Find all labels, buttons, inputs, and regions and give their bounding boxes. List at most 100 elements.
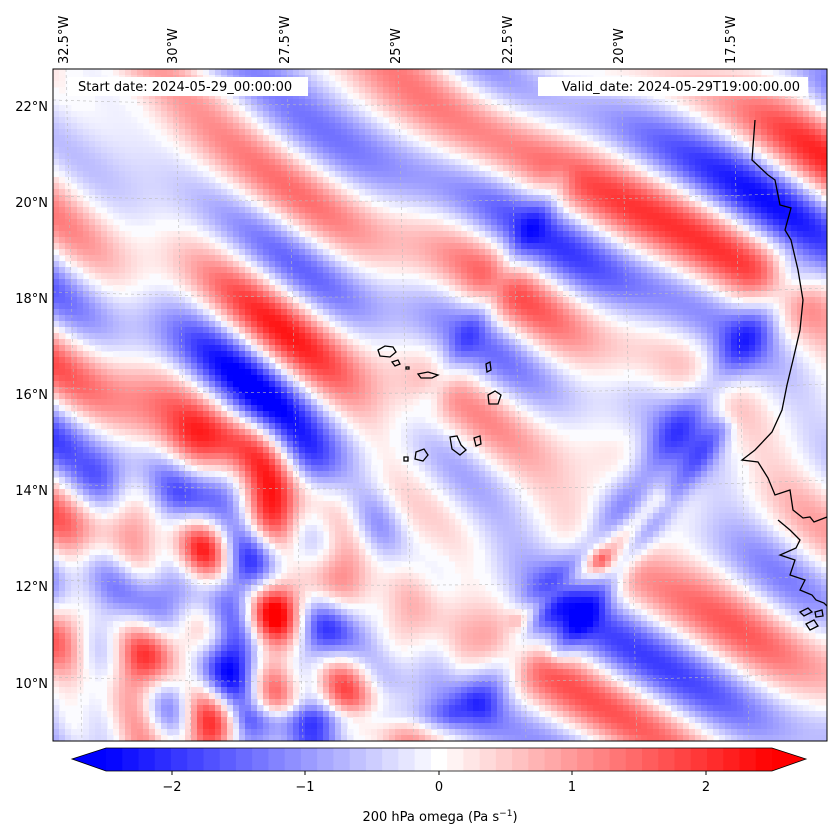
omega-cell <box>311 261 318 268</box>
omega-cell <box>341 279 348 286</box>
omega-cell <box>197 195 204 202</box>
omega-cell <box>473 213 480 220</box>
omega-cell <box>359 237 366 244</box>
omega-cell <box>461 285 468 292</box>
omega-cell <box>227 285 234 292</box>
omega-cell <box>437 135 444 142</box>
omega-cell <box>71 195 78 202</box>
omega-cell <box>413 141 420 148</box>
omega-cell <box>299 261 306 268</box>
omega-cell <box>359 303 366 310</box>
omega-cell <box>467 303 474 310</box>
omega-cell <box>605 171 612 178</box>
omega-cell <box>83 279 90 286</box>
omega-cell <box>83 111 90 118</box>
omega-cell <box>677 123 684 130</box>
omega-cell <box>587 189 594 196</box>
omega-cell <box>113 273 120 280</box>
omega-cell <box>521 105 528 112</box>
omega-cell <box>77 201 84 208</box>
omega-cell <box>797 111 804 118</box>
omega-cell <box>479 99 486 106</box>
omega-cell <box>533 93 540 100</box>
omega-cell <box>353 93 360 100</box>
omega-cell <box>305 123 312 130</box>
omega-cell <box>299 207 306 214</box>
omega-field <box>53 69 827 741</box>
omega-cell <box>293 171 300 178</box>
omega-cell <box>185 297 192 304</box>
omega-cell <box>275 291 282 298</box>
omega-cell <box>239 213 246 220</box>
omega-cell <box>329 93 336 100</box>
omega-cell <box>641 129 648 136</box>
omega-cell <box>263 153 270 160</box>
omega-cell <box>563 255 570 262</box>
omega-cell <box>605 243 612 250</box>
omega-cell <box>491 285 498 292</box>
omega-cell <box>197 171 204 178</box>
omega-cell <box>137 159 144 166</box>
omega-cell <box>203 243 210 250</box>
omega-cell <box>461 123 468 130</box>
omega-cell <box>461 99 468 106</box>
omega-cell <box>581 279 588 286</box>
omega-cell <box>521 231 528 238</box>
omega-cell <box>245 243 252 250</box>
omega-cell <box>401 237 408 244</box>
omega-cell <box>167 195 174 202</box>
omega-cell <box>359 297 366 304</box>
omega-cell <box>683 153 690 160</box>
omega-cell <box>677 291 684 298</box>
omega-cell <box>491 75 498 82</box>
omega-cell <box>281 123 288 130</box>
omega-cell <box>317 129 324 136</box>
omega-cell <box>59 75 66 82</box>
omega-cell <box>527 135 534 142</box>
omega-cell <box>503 243 510 250</box>
omega-cell <box>671 135 678 142</box>
omega-cell <box>461 309 468 316</box>
omega-cell <box>695 273 702 280</box>
omega-cell <box>605 213 612 220</box>
omega-cell <box>131 165 138 172</box>
omega-cell <box>335 297 342 304</box>
omega-cell <box>329 105 336 112</box>
omega-cell <box>203 153 210 160</box>
omega-cell <box>773 177 780 184</box>
omega-cell <box>437 177 444 184</box>
omega-cell <box>677 207 684 214</box>
omega-cell <box>317 279 324 286</box>
omega-cell <box>359 147 366 154</box>
omega-cell <box>425 87 432 94</box>
omega-cell <box>89 165 96 172</box>
omega-cell <box>641 291 648 298</box>
omega-cell <box>185 183 192 190</box>
omega-cell <box>263 177 270 184</box>
omega-cell <box>281 249 288 256</box>
omega-cell <box>209 225 216 232</box>
omega-cell <box>287 183 294 190</box>
omega-cell <box>395 231 402 238</box>
omega-cell <box>683 261 690 268</box>
omega-cell <box>131 273 138 280</box>
omega-cell <box>521 309 528 316</box>
omega-cell <box>83 123 90 130</box>
omega-cell <box>269 207 276 214</box>
omega-cell <box>125 213 132 220</box>
omega-cell <box>131 177 138 184</box>
omega-cell <box>587 159 594 166</box>
omega-cell <box>137 291 144 298</box>
omega-cell <box>131 309 138 316</box>
omega-cell <box>683 159 690 166</box>
omega-cell <box>173 231 180 238</box>
omega-cell <box>341 93 348 100</box>
omega-cell <box>737 273 744 280</box>
omega-cell <box>467 111 474 118</box>
omega-cell <box>725 249 732 256</box>
omega-cell <box>365 135 372 142</box>
omega-cell <box>761 309 768 316</box>
omega-cell <box>713 255 720 262</box>
omega-cell <box>551 309 558 316</box>
omega-cell <box>665 189 672 196</box>
